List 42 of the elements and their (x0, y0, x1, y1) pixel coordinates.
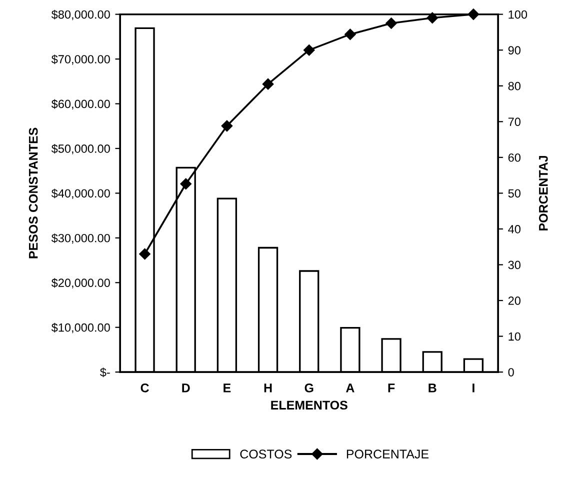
point (304, 44, 315, 56)
x-tick-label: C (140, 384, 149, 392)
y-tick-label: $30,000.00 (51, 233, 110, 244)
x-tick-label: H (264, 384, 272, 392)
y2-tick-label: 50 (508, 189, 520, 198)
legend-label: COSTOS (240, 450, 292, 459)
x-tick-label: G (304, 384, 314, 392)
point (221, 120, 233, 132)
y-axis-title: PESOS CONSTANTES (28, 128, 38, 258)
y2-tick-label: 70 (508, 118, 520, 126)
y2-tick-label: 20 (508, 296, 520, 305)
x-axis-title: ELEMENTOS (271, 400, 348, 410)
point (386, 18, 397, 29)
y2-tick-label: 10 (508, 332, 520, 341)
x-tick-label: D (182, 384, 190, 392)
y2-tick-label: 60 (508, 153, 520, 162)
y2-tick-label: 30 (508, 260, 520, 270)
y2-tick-label: 80 (508, 82, 520, 90)
y-tick-label: $50,000.00 (51, 144, 110, 154)
legend-label: PORCENTAJE (346, 450, 429, 459)
point (139, 248, 150, 260)
x-tick-label: F (388, 384, 395, 392)
y-tick-label: $20,000.00 (51, 278, 110, 288)
y2-tick-label: 40 (508, 224, 520, 234)
point (344, 28, 356, 40)
y2-tick-label: 100 (508, 10, 528, 19)
y-tick-label: $80,000.00 (51, 10, 110, 20)
x-tick-label: I (472, 384, 474, 392)
y-tick-label: $60,000.00 (51, 99, 110, 110)
x-tick-label: B (428, 384, 436, 392)
y2-tick-label: 90 (508, 46, 520, 54)
x-tick-label: E (224, 384, 231, 392)
y2-axis-title: PORCENTAJ (538, 156, 548, 230)
y-tick-label: $70,000.00 (51, 54, 110, 65)
point (426, 12, 438, 24)
y-tick-label: $- (100, 368, 110, 378)
y-tick-label: $10,000.00 (51, 322, 110, 334)
y2-tick-label: 0 (508, 368, 514, 376)
point (180, 178, 192, 190)
point (262, 78, 274, 90)
x-tick-label: A (346, 384, 354, 392)
y-tick-label: $40,000.00 (51, 188, 110, 199)
